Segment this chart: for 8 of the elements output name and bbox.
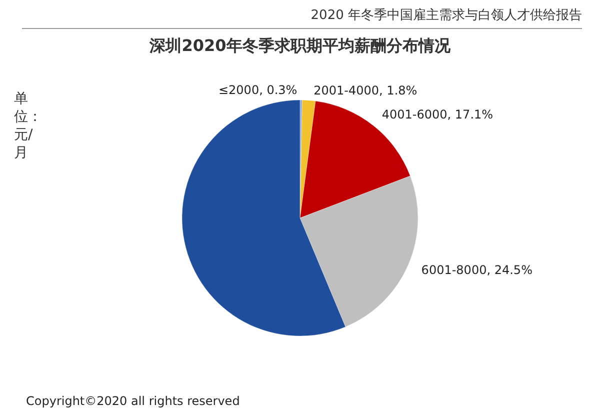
chart-subtitle: 2020 年冬季中国雇主需求与白领人才供给报告 bbox=[22, 6, 582, 29]
slice-label: 6001-8000, 24.5% bbox=[421, 263, 532, 278]
chart-title: 深圳2020年冬季求职期平均薪酬分布情况 bbox=[148, 36, 452, 55]
text: 单位：元/月 bbox=[14, 90, 42, 162]
slice-label: 2001-4000, 1.8% bbox=[314, 83, 418, 98]
slice-label: ≤2000, 0.3% bbox=[218, 83, 298, 98]
slice-label: 4001-6000, 17.1% bbox=[382, 107, 494, 122]
text: Copyright©2020 all rights reserved bbox=[26, 394, 240, 408]
